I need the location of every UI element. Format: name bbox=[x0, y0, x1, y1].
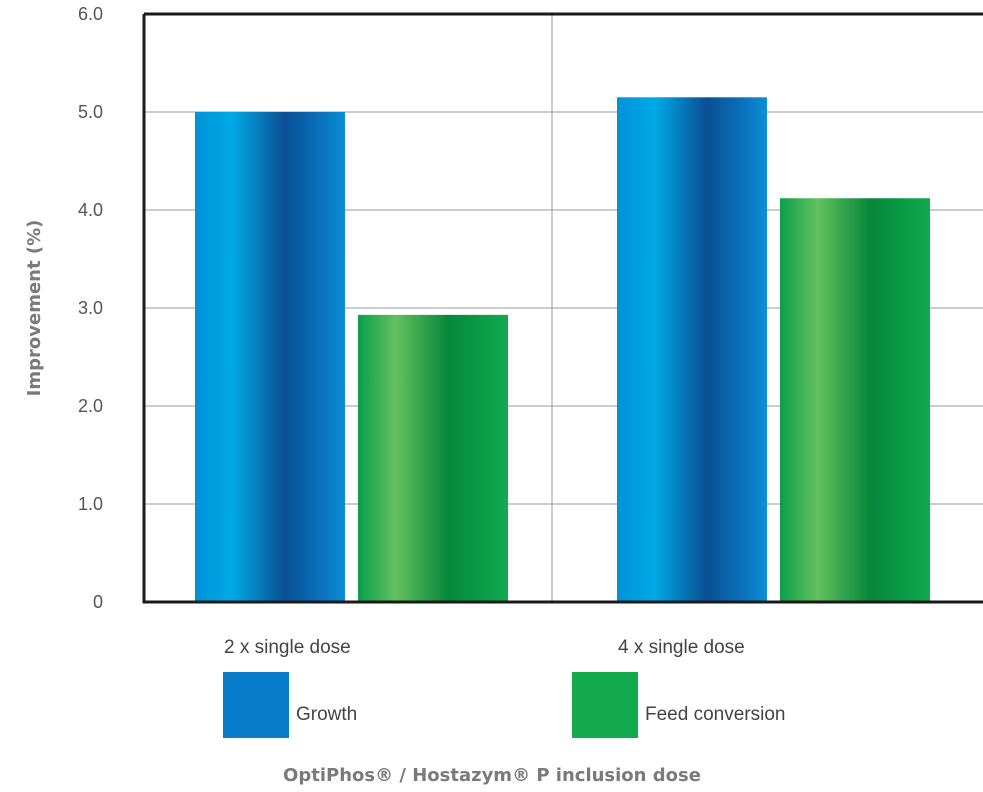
x-axis-title: OptiPhos® / Hostazym® P inclusion dose bbox=[283, 765, 701, 786]
bar-growth bbox=[617, 97, 767, 603]
bar-feed-conversion bbox=[358, 314, 508, 602]
bar-growth bbox=[195, 112, 345, 602]
legend-label: Feed conversion bbox=[645, 704, 785, 725]
x-category-label: 4 x single dose bbox=[618, 637, 745, 658]
legend-swatch bbox=[223, 672, 289, 738]
legend: Growth Feed conversion bbox=[223, 672, 785, 738]
y-tick-label: 3.0 bbox=[78, 298, 103, 318]
y-tick-label: 6.0 bbox=[78, 4, 103, 24]
legend-label: Growth bbox=[296, 704, 357, 725]
y-tick-label: 0 bbox=[93, 592, 103, 612]
x-category-labels: 2 x single dose 4 x single dose bbox=[224, 637, 745, 658]
y-tick-labels: 0 1.0 2.0 3.0 4.0 5.0 6.0 bbox=[78, 4, 103, 612]
y-tick-label: 4.0 bbox=[78, 200, 103, 220]
legend-swatch bbox=[572, 672, 638, 738]
y-tick-label: 5.0 bbox=[78, 102, 103, 122]
x-category-label: 2 x single dose bbox=[224, 637, 351, 658]
y-tick-label: 1.0 bbox=[78, 494, 103, 514]
bar-feed-conversion bbox=[780, 198, 930, 603]
bars bbox=[195, 97, 930, 603]
y-axis-title: Improvement (%) bbox=[24, 220, 45, 397]
y-tick-label: 2.0 bbox=[78, 396, 103, 416]
